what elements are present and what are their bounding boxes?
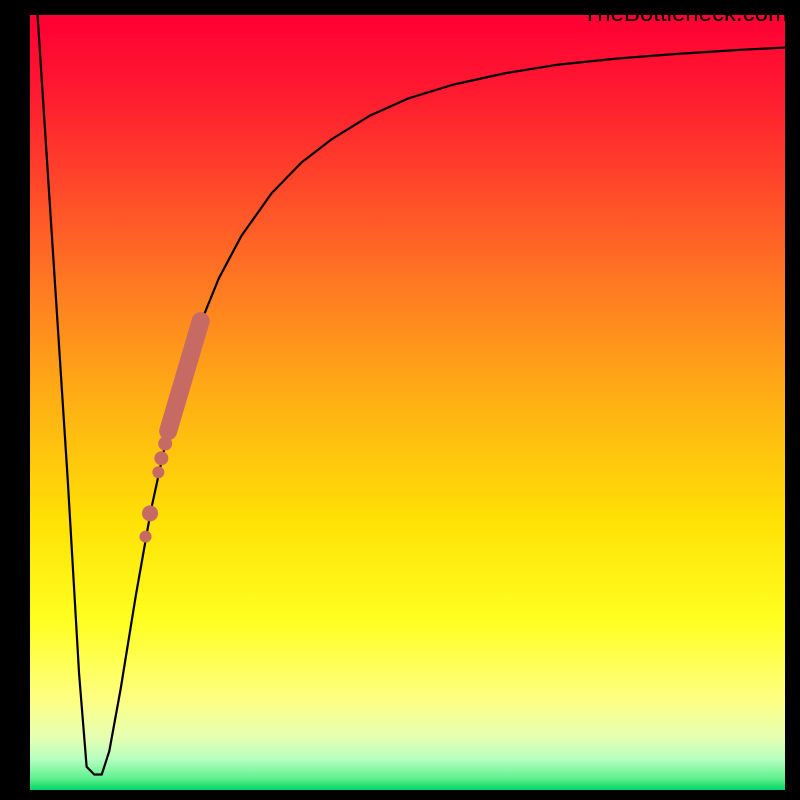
marker-bar — [168, 321, 200, 431]
plot-area — [30, 15, 785, 790]
marker-dot — [152, 466, 164, 478]
marker-dot — [140, 531, 152, 543]
stage: TheBottleneck.com — [0, 0, 800, 800]
marker-dot — [158, 437, 172, 451]
curve-layer — [30, 15, 785, 790]
marker-dot — [142, 505, 158, 521]
bottleneck-curve — [38, 15, 785, 775]
marker-dot — [154, 451, 168, 465]
